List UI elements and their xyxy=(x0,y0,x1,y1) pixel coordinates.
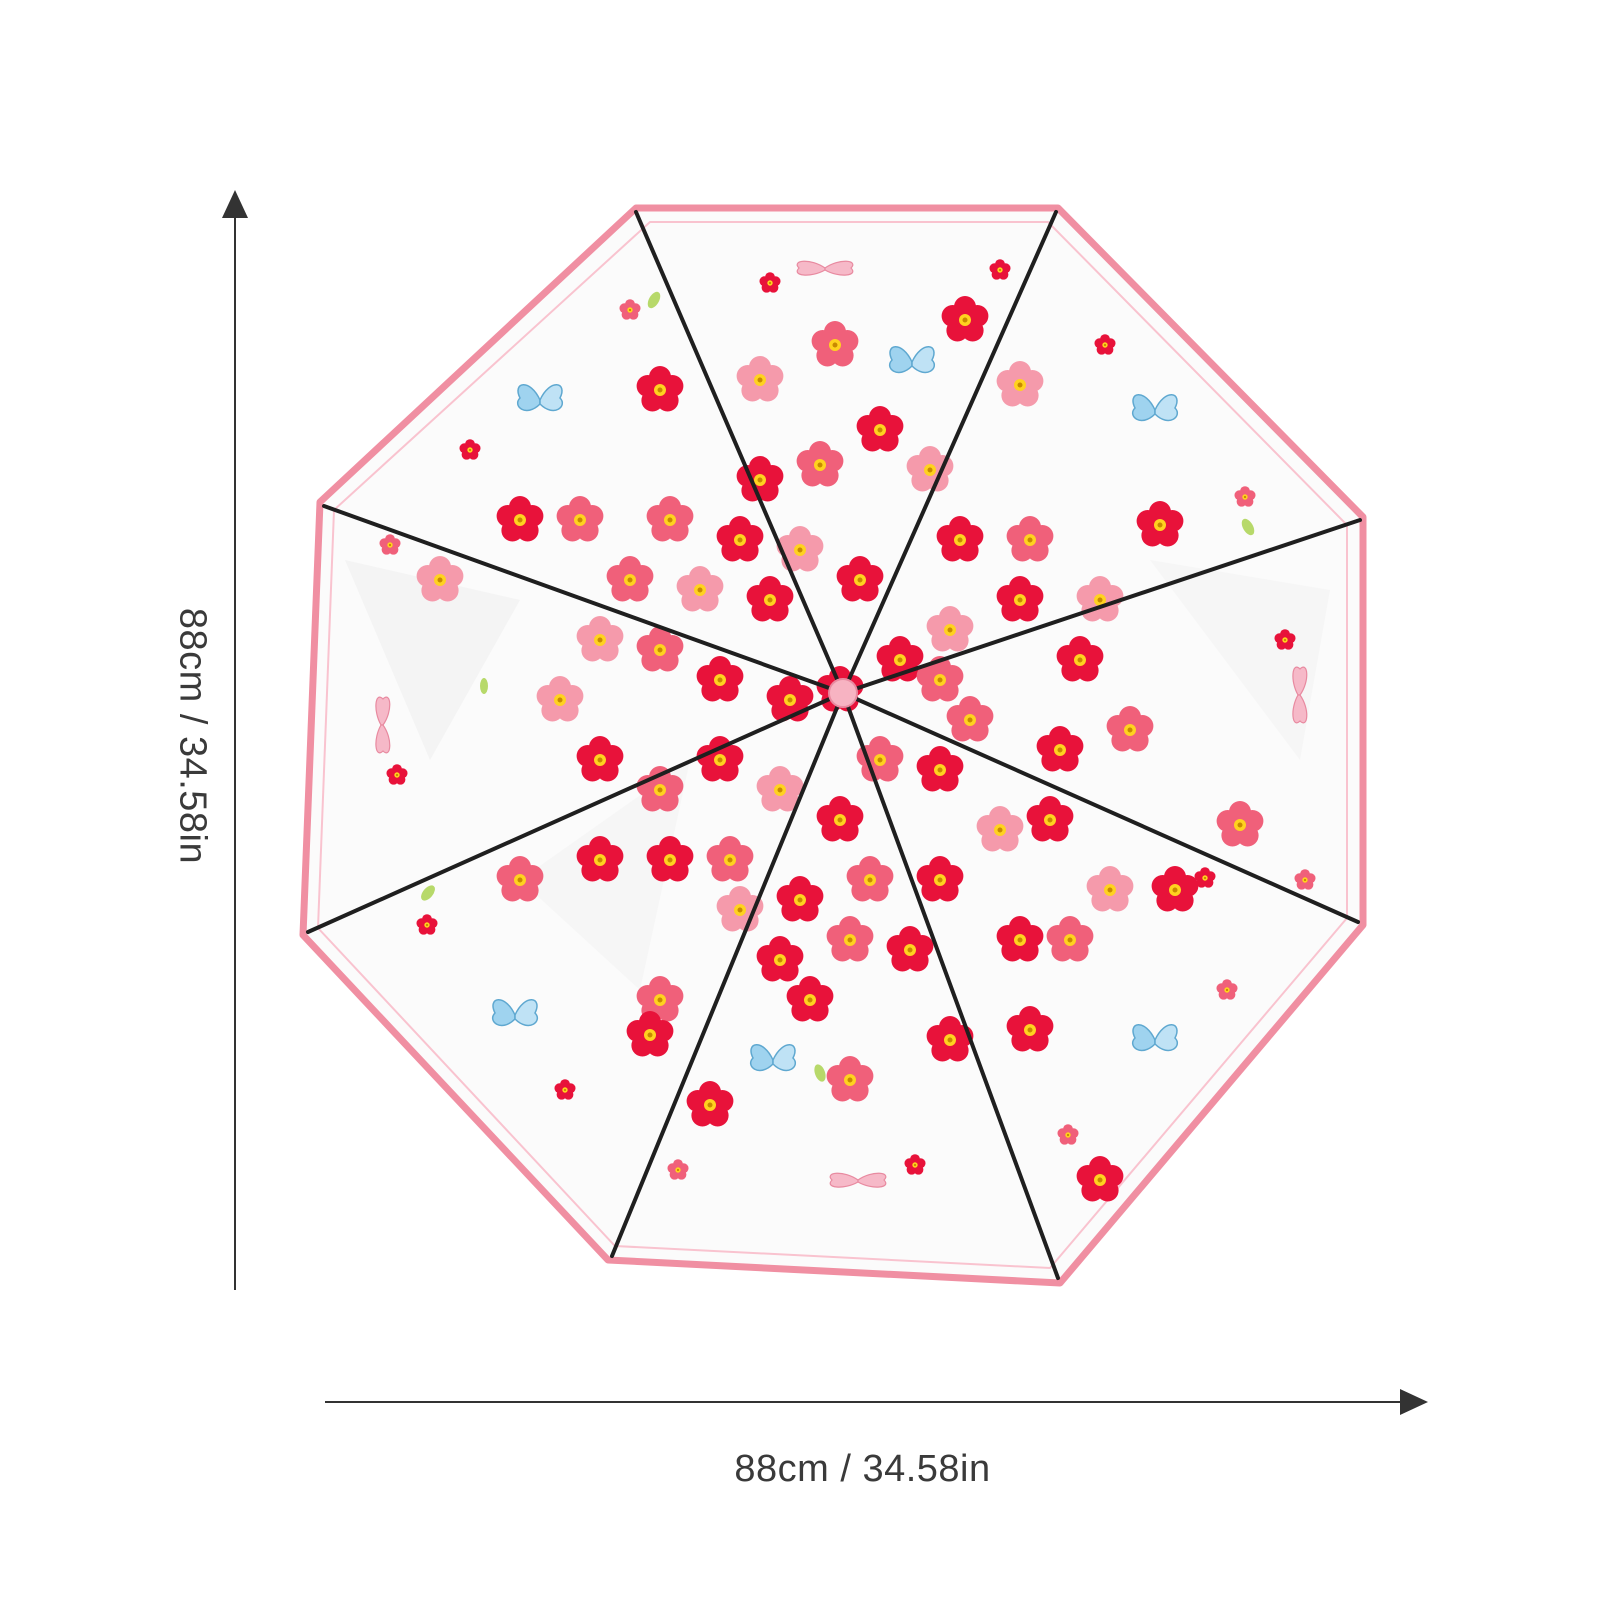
width-dimension-label: 88cm / 34.58in xyxy=(734,1448,991,1490)
width-dimension-arrow xyxy=(325,1389,1428,1415)
leaves xyxy=(421,291,1255,1082)
umbrella-top-cap xyxy=(828,678,858,708)
height-dimension-arrow xyxy=(222,190,248,1290)
umbrella-canopy xyxy=(299,204,1367,1287)
umbrella-ribs xyxy=(306,210,1362,1280)
height-dimension-label: 88cm / 34.58in xyxy=(171,607,214,865)
